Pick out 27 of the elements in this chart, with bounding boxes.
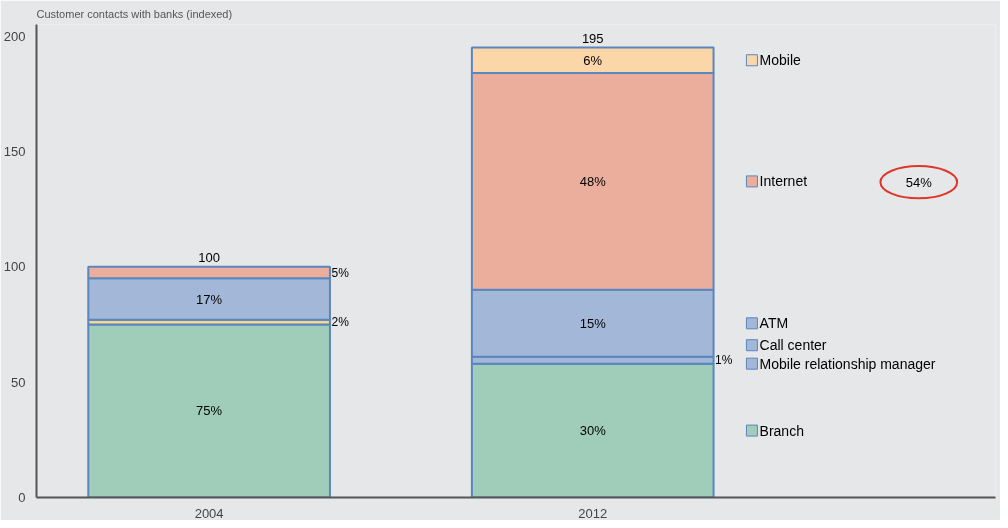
annotation: 48%	[579, 173, 607, 189]
x-tick-label: 2012	[578, 505, 608, 521]
y-tick-label: 100	[3, 259, 26, 275]
annotation: 54%	[905, 174, 933, 190]
y-tick-label: 200	[3, 28, 26, 44]
total-label: 195	[581, 30, 604, 46]
annotation: 5%	[331, 265, 350, 280]
x-tick-label: 2004	[194, 505, 224, 521]
total-label: 100	[198, 250, 220, 266]
legend-label: Mobile	[759, 52, 802, 69]
annotation: 75%	[196, 403, 223, 419]
legend-label: ATM	[759, 315, 789, 332]
legend-label: Mobile relationship manager	[759, 355, 936, 372]
annotation: 17%	[196, 291, 223, 307]
legend-label: Branch	[759, 422, 804, 439]
annotation: 6%	[583, 52, 603, 68]
chart-title: Customer contacts with banks (indexed)	[36, 7, 233, 20]
y-tick-label: 50	[11, 374, 26, 390]
y-tick-label: 150	[3, 143, 26, 159]
annotation: 1%	[715, 353, 733, 368]
annotation: 15%	[579, 315, 607, 331]
annotation: 2%	[331, 315, 350, 330]
legend-label: Call center	[759, 337, 827, 354]
bar	[87, 323, 331, 498]
legend-label: Internet	[759, 173, 808, 190]
y-tick-label: 0	[18, 490, 26, 505]
annotation: 30%	[579, 423, 607, 439]
